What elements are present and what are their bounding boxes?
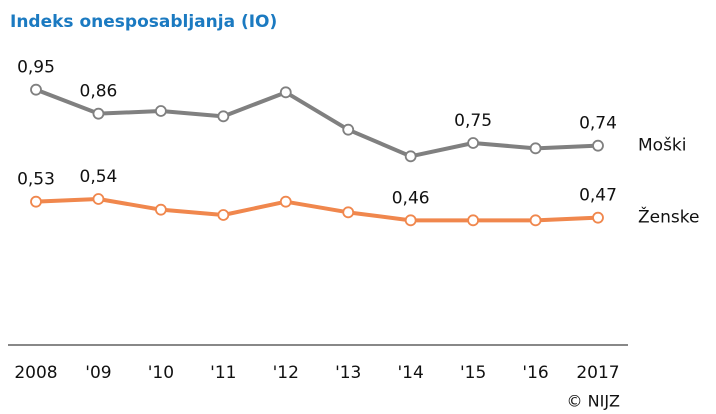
marker [342, 123, 355, 136]
chart-title: Indeks onesposabljanja (IO) [10, 12, 277, 32]
data-label: 0,47 [579, 186, 617, 206]
marker [30, 195, 42, 208]
x-tick-label: '09 [85, 363, 111, 383]
series-line [35, 197, 599, 223]
source: © NIJZ [567, 392, 620, 411]
marker [404, 214, 417, 227]
x-tick-label: 2008 [14, 363, 57, 383]
x-tick-label: '13 [335, 363, 361, 383]
marker [404, 150, 417, 163]
marker [154, 105, 167, 117]
data-label: 0,53 [17, 170, 55, 190]
data-label: 0,54 [80, 167, 118, 187]
data-label: 0,95 [17, 58, 55, 78]
x-tick-label: 2017 [576, 363, 619, 383]
x-tick-label: '12 [273, 363, 299, 383]
marker [467, 214, 480, 227]
marker [92, 193, 105, 205]
marker [592, 139, 604, 152]
x-tick-label: '15 [460, 363, 486, 383]
marker [592, 211, 604, 224]
marker [342, 206, 355, 219]
x-tick-label: '16 [522, 363, 548, 383]
data-label: 0,75 [454, 111, 492, 131]
marker [154, 203, 167, 216]
legend-label: Moški [638, 136, 687, 156]
marker [279, 195, 292, 208]
marker [279, 86, 292, 99]
marker [92, 107, 105, 120]
data-label: 0,74 [579, 114, 617, 134]
marker [30, 83, 42, 96]
marker [529, 214, 542, 227]
series-line [35, 87, 599, 159]
legend-label: Ženske [638, 206, 699, 228]
data-label: 0,46 [392, 188, 430, 208]
x-tick-label: '14 [398, 363, 424, 383]
marker [467, 137, 480, 149]
data-label: 0,86 [80, 82, 118, 102]
marker [217, 209, 230, 221]
x-tick-label: '10 [148, 363, 174, 383]
x-tick-label: '11 [210, 363, 236, 383]
marker [217, 110, 230, 123]
marker [529, 142, 542, 155]
